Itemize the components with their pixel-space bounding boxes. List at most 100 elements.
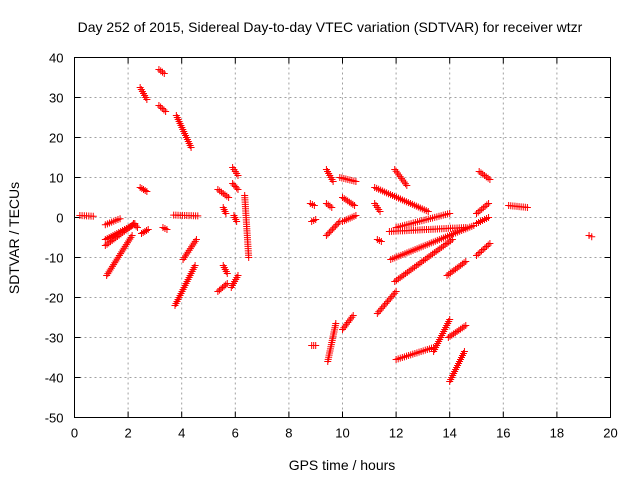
data-point	[424, 208, 432, 215]
data-point	[400, 178, 408, 186]
data-point	[233, 184, 241, 192]
series-s08	[136, 84, 151, 103]
series-s10	[155, 66, 168, 77]
data-point	[460, 259, 468, 267]
data-point	[425, 253, 433, 261]
data-point	[588, 233, 596, 241]
series-s23	[230, 212, 241, 225]
data-point	[332, 320, 340, 327]
series-s30	[322, 200, 336, 211]
data-point	[158, 105, 166, 112]
data-point	[485, 214, 493, 221]
data-point	[403, 268, 411, 276]
data-point	[133, 224, 141, 231]
data-point	[385, 296, 393, 304]
data-point	[111, 259, 119, 267]
series-s13	[172, 112, 195, 151]
data-point	[389, 291, 397, 299]
x-axis-label: GPS time / hours	[289, 457, 396, 473]
data-point	[481, 202, 489, 210]
data-point	[438, 243, 446, 251]
data-point	[310, 202, 318, 209]
data-point	[216, 187, 224, 195]
series-s47	[430, 316, 454, 355]
data-point	[482, 173, 490, 181]
data-point	[439, 242, 447, 250]
data-point	[375, 308, 383, 316]
data-point	[396, 173, 404, 181]
x-tick-label: 10	[335, 426, 349, 441]
data-point	[189, 241, 197, 249]
data-point	[382, 299, 390, 307]
data-point	[377, 238, 385, 245]
series-s45	[392, 344, 438, 363]
data-point	[441, 241, 449, 249]
data-point	[392, 167, 400, 175]
data-point	[445, 238, 453, 246]
axis-tick-labels: 0 2 4 6 8 10 12 14 16 18 20 -50 -40 -30 -20 -10 0 10 20 30 4…	[45, 51, 618, 441]
data-point	[447, 237, 455, 245]
data-point	[107, 264, 115, 272]
y-tick-label: 40	[49, 51, 63, 66]
data-point	[113, 255, 121, 263]
data-point	[128, 232, 136, 239]
series-s51	[473, 240, 494, 259]
data-point	[476, 249, 484, 256]
data-point	[190, 239, 198, 247]
data-point	[116, 215, 124, 223]
data-point	[391, 166, 399, 173]
data-point	[477, 169, 485, 177]
y-tick-label: 10	[49, 171, 63, 186]
data-point	[393, 169, 401, 177]
series-s42	[387, 222, 478, 263]
data-points	[76, 66, 596, 385]
data-point	[324, 230, 332, 238]
series-s37	[371, 200, 384, 215]
data-point	[162, 108, 170, 115]
series-s32	[324, 320, 340, 365]
data-point	[325, 228, 333, 236]
data-point	[328, 204, 336, 211]
series-s39	[373, 236, 385, 245]
series-s41	[385, 224, 470, 235]
data-point	[187, 144, 195, 151]
x-tick-label: 2	[124, 426, 131, 441]
data-point	[322, 200, 330, 207]
data-point	[183, 250, 191, 258]
x-tick-label: 18	[550, 426, 564, 441]
data-point	[191, 237, 199, 245]
data-point	[157, 67, 165, 75]
data-point	[460, 348, 468, 355]
data-point	[103, 272, 111, 279]
data-point	[376, 208, 384, 215]
data-point	[462, 258, 470, 265]
grid	[74, 57, 611, 418]
data-point	[476, 207, 484, 215]
series-s46	[392, 210, 454, 231]
data-point	[423, 254, 431, 262]
data-point	[328, 225, 336, 233]
y-tick-label: -20	[45, 291, 64, 306]
data-point	[443, 239, 451, 247]
x-tick-label: 6	[232, 426, 239, 441]
data-point	[421, 255, 429, 263]
data-point	[473, 210, 480, 217]
series-s26	[306, 200, 318, 209]
series-s49	[444, 322, 470, 341]
data-point	[381, 301, 389, 309]
data-point	[448, 236, 456, 243]
series-s54	[473, 214, 493, 227]
data-point	[523, 204, 531, 211]
data-point	[234, 272, 242, 279]
data-point	[123, 239, 131, 247]
data-point	[412, 262, 420, 270]
data-point	[108, 262, 116, 270]
series-s16	[179, 236, 200, 263]
data-point	[334, 219, 342, 227]
data-point	[221, 191, 229, 199]
data-point	[143, 96, 151, 103]
data-point	[483, 201, 491, 209]
data-point	[479, 204, 487, 212]
data-point	[126, 235, 134, 243]
data-point	[399, 176, 407, 184]
